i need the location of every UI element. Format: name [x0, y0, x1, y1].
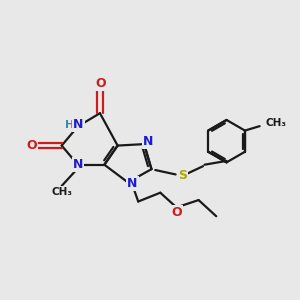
Text: H: H [65, 120, 74, 130]
Text: N: N [127, 177, 137, 190]
Text: O: O [95, 77, 106, 90]
Text: CH₃: CH₃ [266, 118, 286, 128]
Text: S: S [178, 169, 187, 182]
Text: O: O [172, 206, 182, 219]
Text: N: N [143, 135, 154, 148]
Text: CH₃: CH₃ [51, 187, 72, 197]
Text: N: N [73, 158, 83, 171]
Text: O: O [26, 139, 37, 152]
Text: N: N [73, 118, 84, 131]
